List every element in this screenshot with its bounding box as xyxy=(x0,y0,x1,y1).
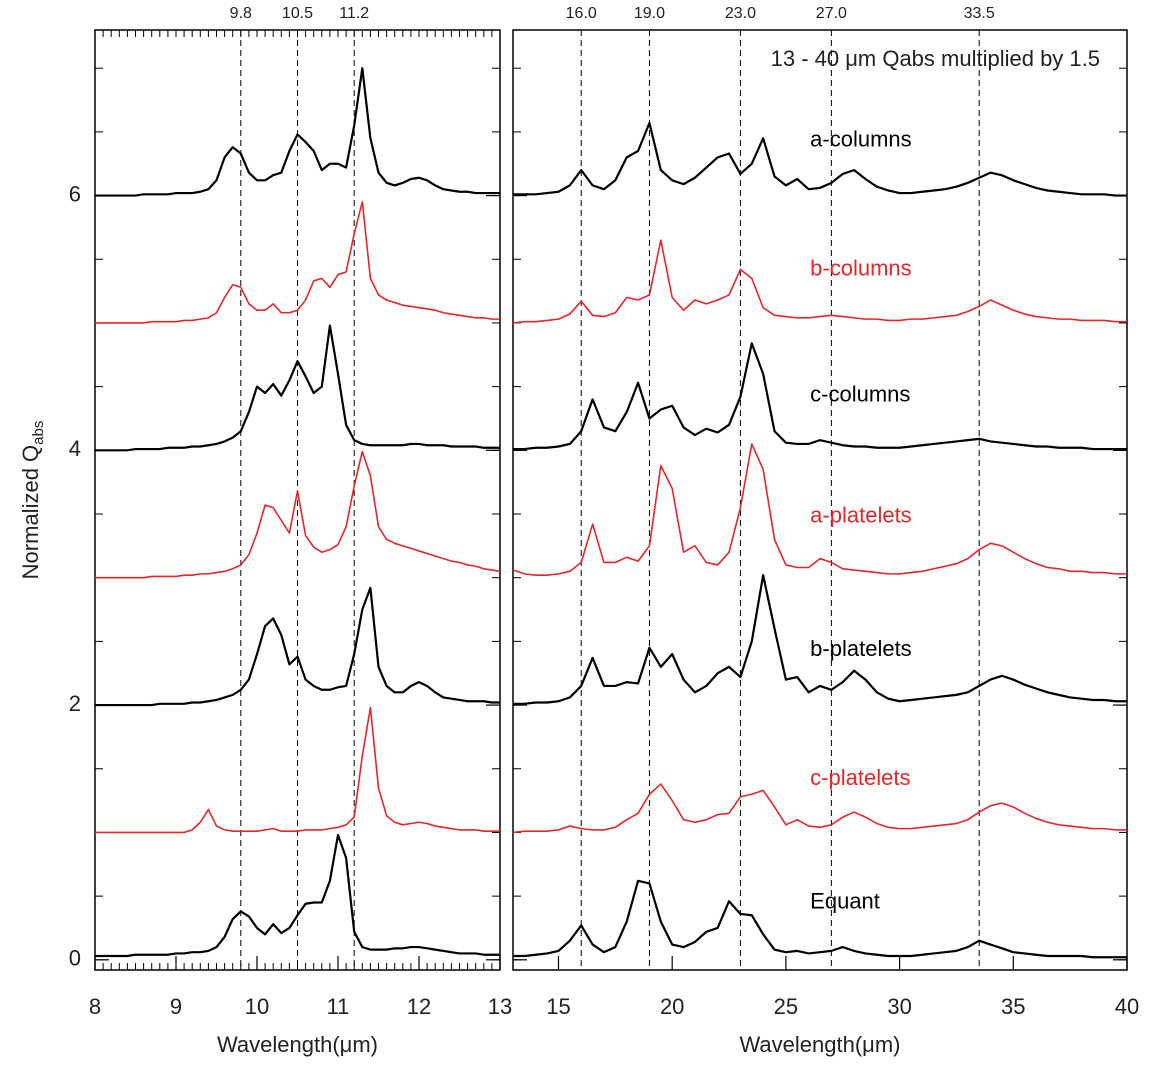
x-axis-title: Wavelength(μm) xyxy=(217,1032,378,1057)
series-label: b-platelets xyxy=(810,636,912,661)
spectrum-line xyxy=(95,833,500,958)
y-axis-title-sub: abs xyxy=(30,421,47,445)
top-tick-label: 16.0 xyxy=(566,5,597,22)
spectrum-line xyxy=(512,783,1127,834)
top-tick-label: 19.0 xyxy=(634,5,665,22)
y-tick-label: 6 xyxy=(69,181,81,206)
spectrum-line xyxy=(513,121,1127,197)
series-label: Equant xyxy=(810,888,880,913)
plot-frame xyxy=(512,29,1128,971)
x-tick-label: 11 xyxy=(327,994,350,1019)
spectrum-line xyxy=(95,450,501,579)
spectrum-line xyxy=(95,67,500,197)
series-label: a-columns xyxy=(810,127,911,152)
x-tick-label: 20 xyxy=(660,994,684,1019)
top-tick-label: 33.5 xyxy=(964,5,995,22)
x-tick-label: 8 xyxy=(89,994,101,1019)
y-axis-title-main: Normalized Q xyxy=(18,445,43,579)
series-label: b-columns xyxy=(810,255,911,280)
y-axis-title: Normalized Qabs xyxy=(18,421,47,580)
spectrum-line xyxy=(513,574,1127,705)
top-tick-label: 11.2 xyxy=(339,5,369,22)
spectrum-line xyxy=(95,586,500,707)
annotation: 13 - 40 μm Qabs multiplied by 1.5 xyxy=(771,46,1100,71)
x-tick-label: 35 xyxy=(1001,994,1025,1019)
series-label: c-platelets xyxy=(810,765,910,790)
y-tick-label: 0 xyxy=(69,946,81,971)
series-label: a-platelets xyxy=(810,502,912,527)
x-tick-label: 13 xyxy=(488,994,512,1019)
x-tick-label: 15 xyxy=(546,994,570,1019)
spectrum-line xyxy=(512,443,1127,576)
spectrum-line xyxy=(513,879,1127,959)
y-tick-label: 4 xyxy=(69,436,81,461)
x-tick-label: 9 xyxy=(170,994,182,1019)
spectrum-line xyxy=(95,201,500,324)
spectrum-line xyxy=(512,239,1127,324)
x-tick-label: 12 xyxy=(407,994,431,1019)
x-axis-title: Wavelength(μm) xyxy=(739,1032,900,1057)
spectrum-line xyxy=(513,342,1127,451)
spectrum-line xyxy=(95,324,500,452)
top-tick-label: 27.0 xyxy=(816,5,847,22)
spectrum-line xyxy=(95,706,500,834)
x-tick-label: 25 xyxy=(774,994,798,1019)
x-tick-label: 10 xyxy=(245,994,269,1019)
x-tick-label: 30 xyxy=(887,994,911,1019)
series-label: c-columns xyxy=(810,381,910,406)
x-tick-label: 40 xyxy=(1115,994,1139,1019)
top-tick-label: 23.0 xyxy=(725,5,756,22)
top-tick-label: 9.8 xyxy=(230,5,252,22)
top-tick-label: 10.5 xyxy=(282,5,313,22)
y-tick-label: 2 xyxy=(69,691,81,716)
